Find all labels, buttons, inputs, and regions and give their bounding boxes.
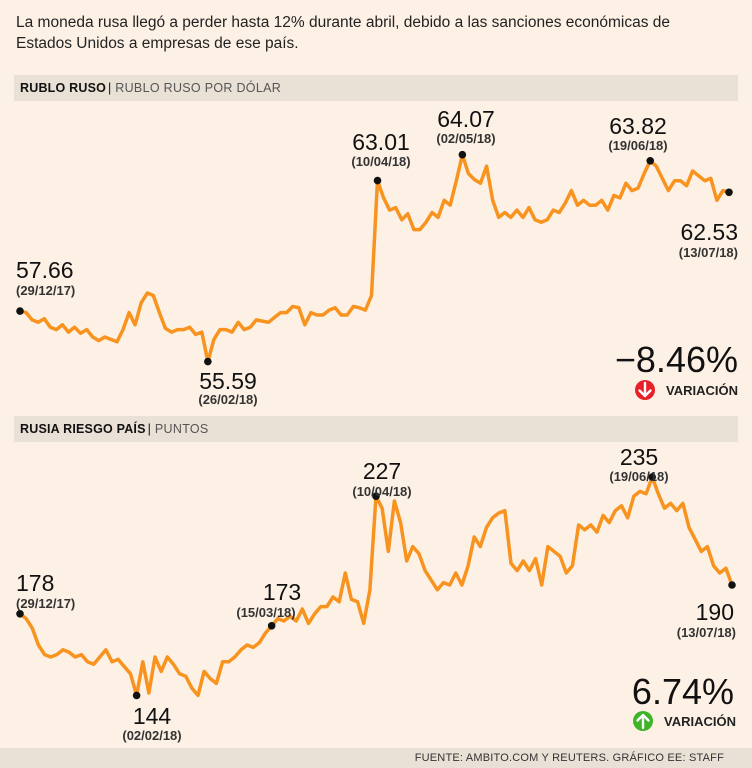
ruble-label-max-date: (02/05/18) [436,131,495,146]
ruble-label-jun-date: (19/06/18) [608,138,667,153]
ruble-point-marker-2 [373,176,382,185]
ruble-label-end-value: 62.53 [680,219,738,245]
ruble-point-marker-0 [16,307,24,315]
risk-section-header: RUSIA RIESGO PAÍS | PUNTOS [14,416,738,442]
risk-label-apr-date: (10/04/18) [352,484,411,499]
risk-point-marker-4 [648,473,657,481]
ruble-variation-label: VARIACIÓN [666,383,738,398]
intro-text: La moneda rusa llegó a perder hasta 12% … [16,14,671,52]
risk-label-apr-value: 227 [363,458,401,484]
risk-chart-title: RUSIA RIESGO PAÍS [20,422,146,436]
risk-label-end-date: (13/07/18) [677,625,736,640]
risk-chart: 178 (29/12/17) 144 (02/02/18) 173 (15/03… [16,444,736,743]
risk-series-line [18,475,734,698]
risk-label-max-date: (19/06/18) [609,469,668,484]
ruble-chart-title: RUBLO RUSO [20,81,107,95]
source-credit: FUENTE: AMBITO.COM Y REUTERS. GRÁFICO EE… [0,748,752,768]
ruble-label-apr-value: 63.01 [352,129,410,155]
risk-point-marker-2 [267,622,276,630]
risk-label-min-value: 144 [133,703,172,729]
risk-variation-value: 6.74% [632,671,734,712]
risk-label-mar-value: 173 [263,579,301,605]
ruble-point-marker-1 [204,357,212,366]
risk-point-marker-3 [372,492,380,501]
risk-label-start-value: 178 [16,570,54,596]
risk-label-min-date: (02/02/18) [122,728,181,743]
ruble-section-header: RUBLO RUSO | RUBLO RUSO POR DÓLAR [14,75,738,101]
risk-label-max-value: 235 [620,444,658,470]
arrow-down-icon [635,380,655,400]
ruble-label-min-value: 55.59 [199,368,257,394]
ruble-label-jun-value: 63.82 [609,113,667,139]
ruble-label-max-value: 64.07 [437,106,495,132]
ruble-label-apr-date: (10/04/18) [351,154,410,169]
ruble-chart-subtitle: RUBLO RUSO POR DÓLAR [115,81,282,95]
risk-label-start-date: (29/12/17) [16,596,75,611]
ruble-label-start-date: (29/12/17) [16,283,75,298]
risk-label-mar-date: (15/03/18) [236,605,295,620]
risk-point-marker-0 [16,610,24,618]
arrow-up-icon [633,711,653,731]
ruble-series-line [18,152,731,364]
ruble-label-min-date: (26/02/18) [198,392,257,407]
ruble-point-marker-4 [646,156,655,165]
ruble-point-marker-3 [458,150,467,159]
ruble-label-start-value: 57.66 [16,257,74,283]
risk-chart-subtitle: PUNTOS [154,422,209,436]
ruble-point-marker-5 [725,188,733,197]
risk-variation-label: VARIACIÓN [664,714,736,729]
ruble-chart: 57.66 (29/12/17) 55.59 (26/02/18) 63.01 … [16,106,738,407]
risk-point-marker-1 [132,691,141,700]
risk-point-marker-5 [728,581,736,589]
ruble-label-end-date: (13/07/18) [679,245,738,260]
ruble-variation-value: −8.46% [615,339,738,380]
risk-label-end-value: 190 [696,599,734,625]
